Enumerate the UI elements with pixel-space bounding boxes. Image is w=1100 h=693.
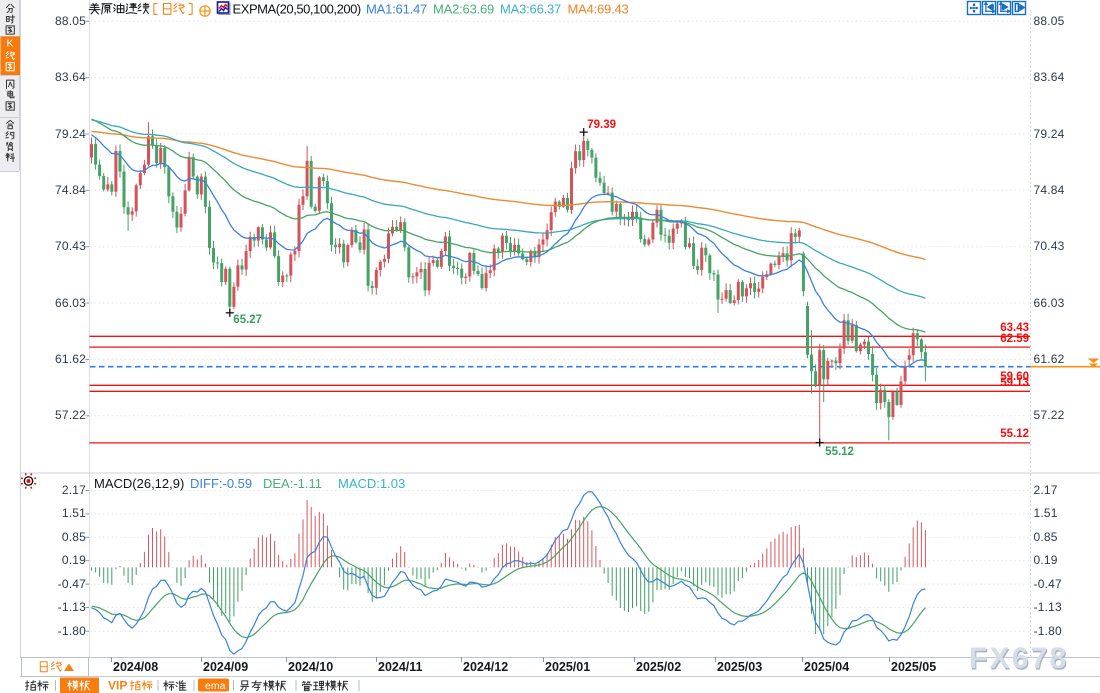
svg-text:DEA:-1.11: DEA:-1.11	[263, 476, 322, 491]
svg-text:MA2:63.69: MA2:63.69	[433, 2, 494, 17]
svg-text:MACD(26,12,9): MACD(26,12,9)	[94, 476, 184, 491]
svg-text:DIFF:-0.59: DIFF:-0.59	[190, 476, 252, 491]
svg-text:MA1:61.47: MA1:61.47	[366, 2, 427, 17]
svg-text:EXPMA(20,50,100,200): EXPMA(20,50,100,200)	[233, 2, 361, 17]
svg-text:MA3:66.37: MA3:66.37	[500, 2, 561, 17]
svg-text:ema: ema	[205, 680, 226, 692]
svg-text:K: K	[6, 38, 13, 50]
svg-text:MA4:69.43: MA4:69.43	[568, 2, 629, 17]
svg-text:MACD:1.03: MACD:1.03	[338, 476, 405, 491]
svg-text:VIP: VIP	[108, 679, 127, 693]
